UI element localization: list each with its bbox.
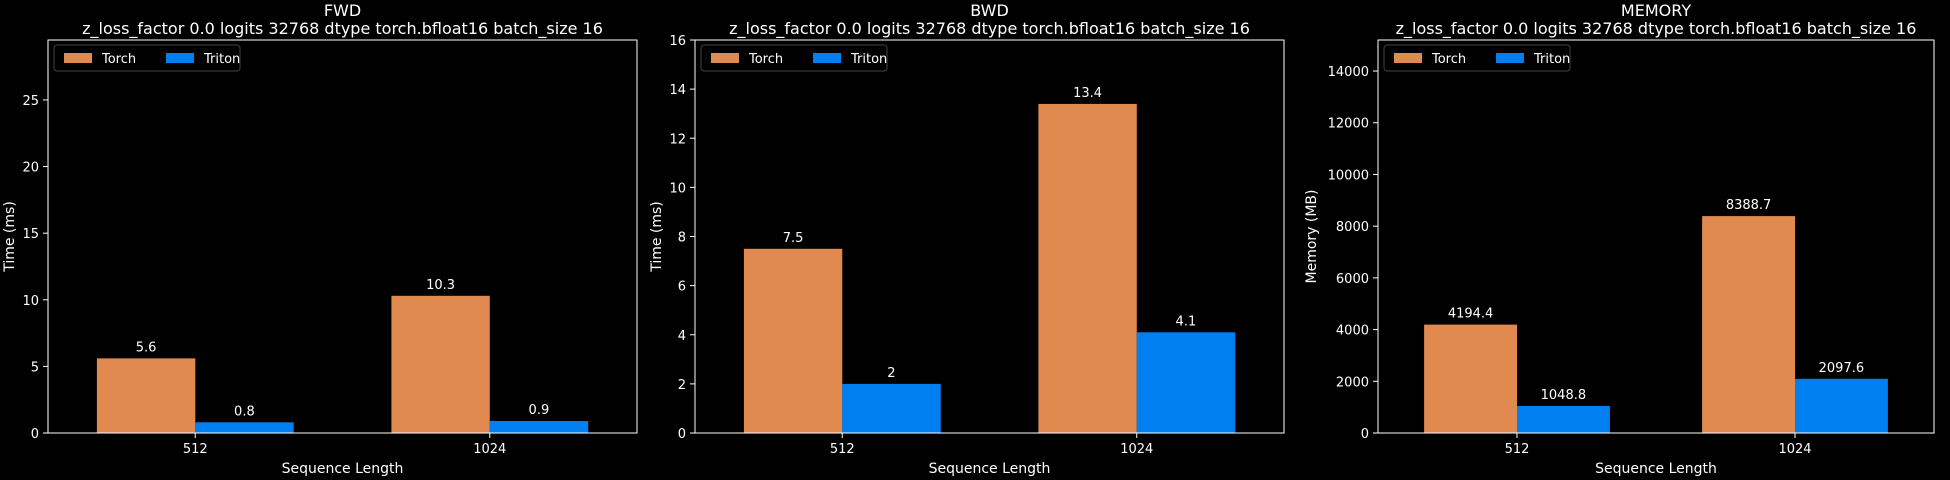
bar-torch-1024 (1038, 103, 1137, 434)
legend-box (700, 44, 888, 72)
legend-label: Triton (1533, 52, 1570, 67)
x-tick-label: 512 (183, 442, 208, 457)
bar-torch-512 (743, 248, 843, 433)
legend: Torch Triton (53, 44, 241, 72)
y-tick-label: 6000 (1336, 272, 1369, 287)
chart-subtitle: z_loss_factor 0.0 logits 32768 dtype tor… (1396, 19, 1917, 39)
y-axis-label: Time (ms) (649, 201, 665, 273)
legend-swatch-torch (1394, 53, 1422, 63)
bar-value-label: 8388.7 (1726, 198, 1772, 213)
bar-value-label: 13.4 (1073, 86, 1102, 101)
x-axis-label: Sequence Length (282, 461, 404, 477)
chart-title: FWD (324, 1, 361, 20)
x-axis-label: Sequence Length (929, 461, 1051, 477)
bar-value-label: 5.6 (136, 340, 157, 355)
y-tick-label: 8000 (1336, 220, 1369, 235)
bar-value-label: 10.3 (426, 278, 455, 293)
chart-title: BWD (970, 1, 1009, 20)
legend-swatch-torch (711, 53, 739, 63)
legend-box (1383, 44, 1571, 72)
y-tick-label: 20 (22, 161, 39, 176)
y-tick-label: 12000 (1328, 117, 1369, 132)
y-tick-label: 12 (669, 132, 686, 147)
y-tick-label: 10 (669, 181, 686, 196)
bar-torch-512 (96, 358, 196, 433)
y-tick-label: 0 (1361, 427, 1369, 442)
chart-subtitle: z_loss_factor 0.0 logits 32768 dtype tor… (82, 19, 603, 39)
bar-value-label: 1048.8 (1541, 388, 1587, 403)
legend-label: Triton (850, 52, 887, 67)
legend: Torch Triton (700, 44, 888, 72)
legend-label: Torch (1431, 52, 1466, 67)
x-axis-label: Sequence Length (1595, 461, 1717, 477)
bar-value-label: 4194.4 (1448, 307, 1494, 322)
chart-title: MEMORY (1621, 1, 1691, 20)
y-tick-label: 15 (22, 227, 39, 242)
y-tick-label: 14 (669, 83, 686, 98)
y-tick-label: 16 (669, 34, 686, 49)
bar-value-label: 4.1 (1176, 314, 1197, 329)
y-tick-label: 14000 (1328, 65, 1369, 80)
x-tick-label: 512 (1505, 442, 1530, 457)
legend-label: Triton (203, 52, 240, 67)
bar-triton-1024 (1795, 378, 1888, 433)
x-tick-label: 1024 (1778, 442, 1811, 457)
legend: Torch Triton (1383, 44, 1571, 72)
legend-swatch-triton (1496, 53, 1524, 63)
bar-torch-1024 (1702, 216, 1795, 433)
y-tick-label: 0 (678, 427, 686, 442)
y-tick-label: 8 (678, 231, 686, 246)
bar-value-label: 0.9 (529, 403, 550, 418)
y-tick-label: 2000 (1336, 375, 1369, 390)
y-tick-label: 10 (22, 294, 39, 309)
bar-value-label: 7.5 (783, 231, 804, 246)
y-tick-label: 5 (31, 360, 39, 375)
bar-triton-512 (195, 422, 294, 433)
x-tick-label: 1024 (473, 442, 506, 457)
y-tick-label: 0 (31, 427, 39, 442)
bar-torch-512 (1424, 324, 1517, 433)
y-tick-label: 4000 (1336, 324, 1369, 339)
y-tick-label: 25 (22, 94, 39, 109)
plot-area-frame (1377, 39, 1935, 434)
bar-triton-1024 (489, 421, 589, 433)
bar-triton-512 (1517, 405, 1610, 433)
y-tick-label: 4 (678, 329, 686, 344)
y-axis-label: Memory (MB) (1304, 190, 1320, 284)
bar-value-label: 2097.6 (1819, 361, 1865, 376)
bar-value-label: 2 (887, 366, 895, 381)
legend-swatch-triton (813, 53, 841, 63)
legend-swatch-torch (64, 53, 92, 63)
chart-subtitle: z_loss_factor 0.0 logits 32768 dtype tor… (729, 19, 1250, 39)
legend-swatch-triton (166, 53, 194, 63)
legend-label: Torch (748, 52, 783, 67)
plot-area-frame (47, 39, 638, 434)
bar-triton-512 (842, 383, 941, 433)
x-tick-label: 512 (830, 442, 855, 457)
bar-triton-1024 (1136, 332, 1236, 433)
y-tick-label: 6 (678, 280, 686, 295)
legend-label: Torch (101, 52, 136, 67)
bar-torch-1024 (391, 295, 490, 433)
bar-value-label: 0.8 (234, 404, 255, 419)
y-tick-label: 10000 (1328, 168, 1369, 183)
y-tick-label: 2 (678, 378, 686, 393)
y-axis-label: Time (ms) (2, 201, 18, 273)
x-tick-label: 1024 (1120, 442, 1153, 457)
legend-box (53, 44, 241, 72)
